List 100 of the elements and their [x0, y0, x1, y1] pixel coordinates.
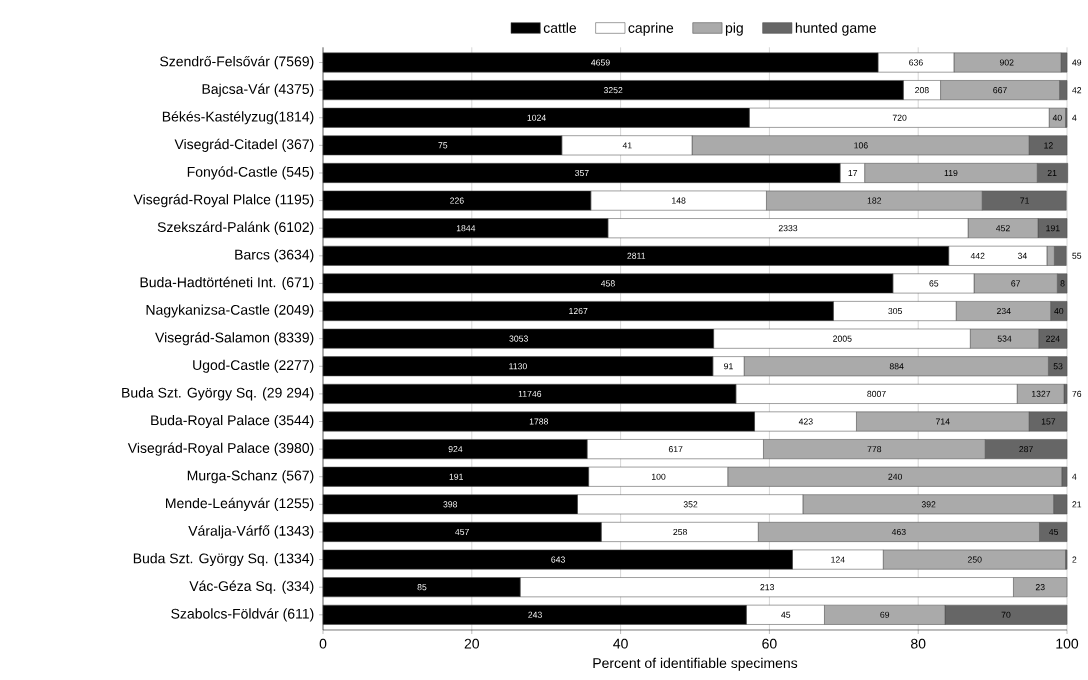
annotation: 3252 — [603, 87, 623, 94]
annotation: 902 — [999, 59, 1014, 66]
y-tick-label: Szabolcs-Földvár (611) — [171, 608, 314, 622]
annotation: 8007 — [867, 390, 886, 397]
annotation: 778 — [867, 446, 882, 453]
annotation: 2005 — [833, 335, 852, 342]
annotation: 423 — [798, 418, 813, 425]
annotation: 234 — [996, 307, 1011, 315]
annotation: 70 — [1001, 611, 1011, 618]
y-tick-label: Buda-Royal Palace (3544) — [151, 414, 314, 429]
y-tick-label: Békés-Kastélyzug(1814) — [162, 111, 314, 125]
annotation: 106 — [854, 142, 868, 149]
y-tick-label: Visegrád-Royal Plalce (1195) — [133, 193, 314, 208]
annotation: 226 — [450, 197, 464, 204]
annotation: 2 — [1072, 556, 1077, 563]
legend-label: hunted game — [795, 22, 876, 36]
annotation: 124 — [831, 556, 845, 563]
y-tick-label: Barcs (3634) — [235, 249, 314, 263]
annotation: 1844 — [456, 225, 476, 232]
y-tick-label: Visegrád-Citadel (367) — [174, 138, 314, 152]
annotation: 21 — [1072, 501, 1082, 508]
annotation: 4 — [1072, 114, 1077, 121]
annotation: 392 — [921, 501, 936, 508]
annotation: 75 — [438, 142, 448, 149]
annotation: 119 — [944, 169, 958, 177]
annotation: 224 — [1046, 335, 1060, 342]
annotation: 45 — [1049, 528, 1059, 535]
annotation: 643 — [551, 556, 565, 563]
annotation: 617 — [668, 446, 683, 453]
annotation: 243 — [528, 611, 542, 618]
y-tick-label: Nagykanizsa-Castle (2049) — [146, 304, 314, 318]
y-tick-label: Visegrád-Salamon (8339) — [155, 332, 314, 346]
annotation: 12 — [1044, 142, 1053, 149]
y-tick-label: Mende-Leányvár (1255) — [166, 497, 314, 511]
y-tick-label: Buda-Hadtörténeti Int. (671) — [140, 276, 314, 291]
annotation: 55 — [1072, 252, 1082, 259]
annotation: 357 — [575, 169, 589, 177]
annotation: 240 — [888, 473, 903, 480]
annotation: 213 — [760, 584, 775, 591]
annotation: 11746 — [518, 390, 542, 397]
x-axis-title: Percent of identifiable specimens — [593, 657, 798, 671]
y-tick-label: Visegrád-Royal Palace (3980) — [127, 442, 314, 456]
annotation: 3053 — [509, 335, 528, 342]
annotation: 636 — [909, 59, 923, 66]
y-tick-label: Bajcsa-Vár (4375) — [202, 83, 314, 97]
annotation: 258 — [673, 528, 687, 536]
x-tick-label: 60 — [762, 638, 777, 649]
y-tick-label: Buda Szt. György Sq. (29 294) — [122, 387, 314, 401]
annotation: 4 — [1072, 473, 1077, 480]
annotation: 250 — [967, 556, 982, 563]
annotation: 85 — [417, 584, 427, 591]
annotation: 720 — [892, 114, 907, 121]
annotation: 457 — [455, 528, 469, 535]
annotation: 71 — [1020, 197, 1029, 204]
annotation: 191 — [449, 473, 463, 480]
annotation: 4659 — [591, 59, 610, 66]
annotation: 23 — [1035, 584, 1045, 591]
annotation: 305 — [888, 307, 902, 315]
y-tick-label: Fonyód-Castle (545) — [187, 166, 314, 180]
x-tick-label: 80 — [911, 638, 926, 649]
annotation: 884 — [889, 363, 904, 370]
annotation: 157 — [1041, 418, 1056, 425]
annotation: 91 — [724, 363, 733, 370]
y-tick-label: Ugod-Castle (2277) — [193, 359, 314, 373]
annotation: 2333 — [778, 225, 798, 232]
annotation: 1788 — [529, 418, 549, 425]
annotation: 667 — [993, 87, 1007, 94]
annotation: 148 — [672, 197, 686, 204]
annotation: 53 — [1053, 363, 1063, 370]
annotation: 458 — [600, 280, 615, 287]
legend-label: cattle — [543, 22, 577, 33]
annotation: 17 — [848, 169, 858, 176]
x-tick-label: 20 — [464, 638, 480, 649]
annotation: 1024 — [527, 114, 546, 121]
annotation: 208 — [915, 87, 929, 94]
annotation: 42 — [1072, 87, 1082, 94]
annotation: 76 — [1072, 390, 1082, 397]
x-tick-label: 40 — [613, 638, 628, 649]
annotation: 41 — [622, 142, 632, 149]
annotation: 714 — [935, 418, 950, 425]
annotation: 40 — [1054, 307, 1064, 315]
y-tick-label: Váralja-Várfő (1343) — [188, 525, 314, 539]
annotation: 8 — [1060, 280, 1065, 287]
y-tick-label: Szendrő-Felsővár (7569) — [160, 55, 314, 70]
annotation: 69 — [880, 611, 890, 618]
annotation: 191 — [1046, 225, 1060, 232]
legend-label: pig — [725, 22, 743, 36]
x-tick-label: 100 — [1056, 638, 1079, 649]
y-tick-label: Szekszárd-Palánk (6102) — [157, 221, 314, 235]
annotation: 924 — [448, 446, 463, 453]
annotation: 65 — [929, 280, 939, 287]
annotation: 463 — [891, 528, 906, 536]
annotation: 1327 — [1032, 390, 1051, 397]
legend-label: caprine — [628, 22, 674, 36]
annotation: 40 — [1052, 114, 1062, 121]
y-tick-label: Buda Szt. György Sq. (1334) — [133, 553, 314, 567]
x-tick-label: 0 — [319, 638, 327, 649]
annotation: 49 — [1072, 59, 1082, 66]
annotation: 2811 — [627, 252, 646, 259]
annotation: 534 — [997, 335, 1012, 342]
